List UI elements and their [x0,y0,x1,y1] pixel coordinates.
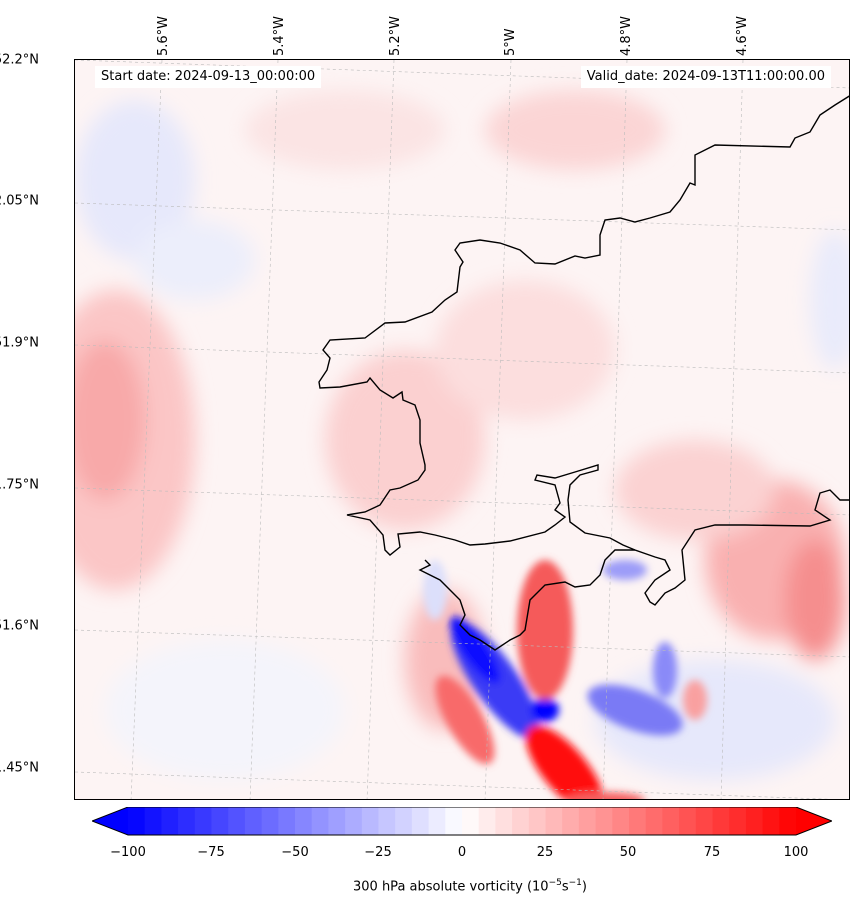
colorbar-level [244,807,263,835]
colorbar-level [228,807,246,835]
colorbar-label-unit: s [561,879,569,895]
colorbar-level [545,807,563,835]
colorbar-level [562,807,580,835]
colorbar-level [161,807,179,835]
colorbar-level [345,807,363,835]
colorbar-tick: −75 [197,845,225,860]
colorbar-level [762,807,780,835]
colorbar-label: 300 hPa absolute vorticity (10−5s−1) [0,878,859,894]
vorticity-strong-features [423,560,707,799]
colorbar-level [712,807,730,835]
colorbar-level [662,807,680,835]
colorbar-level [328,807,346,835]
colorbar-level [495,807,513,835]
vorticity-shading [75,90,849,780]
colorbar-tick: 100 [783,845,809,860]
lat-label: 51.9°N [0,335,39,351]
valid-date-label: Valid_date: 2024-09-13T11:00:00.00 [580,66,831,88]
lon-label: 5.6°W [156,15,171,56]
lon-label: 5.2°W [388,15,403,56]
colorbar-tick: −50 [281,845,309,860]
colorbar-extend-max [796,807,832,835]
start-date-label: Start date: 2024-09-13_00:00:00 [95,66,322,88]
colorbar-tick: 25 [536,845,554,860]
colorbar [92,807,832,836]
colorbar-tick: −100 [110,845,146,860]
colorbar-level [361,807,379,835]
lat-label: 51.75°N [0,477,39,493]
lat-label: 51.6°N [0,618,39,634]
colorbar-tick: 0 [457,845,467,860]
lat-label: 52.05°N [0,193,39,209]
colorbar-level [278,807,296,835]
lon-label: 5.4°W [272,15,287,56]
colorbar-level [395,807,413,835]
colorbar-level [779,807,797,835]
colorbar-extend-min [92,807,128,835]
colorbar-level [578,807,597,835]
lon-label: 4.6°W [735,15,750,56]
colorbar-level [128,807,146,835]
colorbar-level [729,807,747,835]
coastline-south [418,549,635,651]
colorbar-level [595,807,613,835]
colorbar-level [612,807,630,835]
colorbar-level [194,807,212,835]
lon-label: 4.8°W [619,15,634,56]
graticule [75,60,849,799]
colorbar-level [645,807,663,835]
colorbar-level [528,807,546,835]
colorbar-label-main: 300 hPa absolute vorticity (10 [353,879,549,895]
colorbar-level [445,807,463,835]
colorbar-level [378,807,396,835]
colorbar-level [295,807,313,835]
colorbar-level [311,807,329,835]
colorbar-tick: −25 [364,845,392,860]
colorbar-level [462,807,480,835]
colorbar-level [629,807,647,835]
colorbar-level [512,807,530,835]
colorbar-level [411,807,430,835]
coastline [318,95,849,606]
lat-label: 52.2°N [0,52,39,68]
lat-label: 51.45°N [0,760,39,776]
colorbar-label-exponent-2: −1 [568,878,582,888]
lon-label: 5°W [503,28,518,56]
colorbar-level [679,807,697,835]
colorbar-level [178,807,196,835]
map-panel [74,59,850,800]
colorbar-level [478,807,496,835]
colorbar-outline [92,807,832,836]
colorbar-level [144,807,162,835]
colorbar-level [695,807,713,835]
colorbar-level [261,807,279,835]
colorbar-label-end: ) [581,879,587,895]
colorbar-label-exponent-1: −5 [548,878,562,888]
colorbar-level [428,807,446,835]
colorbar-tick: 75 [703,845,721,860]
colorbar-level [745,807,764,835]
vorticity-field-map [75,60,849,799]
colorbar-level [211,807,229,835]
colorbar-tick: 50 [619,845,637,860]
